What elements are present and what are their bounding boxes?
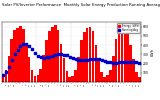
Point xyxy=(13,53,16,55)
Point xyxy=(118,62,120,63)
Bar xyxy=(100,72,103,82)
Bar xyxy=(124,26,126,82)
Point xyxy=(31,48,33,50)
Bar xyxy=(63,58,65,82)
Bar xyxy=(54,25,56,82)
Point xyxy=(68,56,71,58)
Bar xyxy=(60,44,62,82)
Point xyxy=(129,61,132,62)
Bar xyxy=(13,30,16,82)
Bar xyxy=(2,75,4,82)
Bar xyxy=(121,28,123,82)
Legend: Energy (kWh), Running Avg: Energy (kWh), Running Avg xyxy=(117,23,140,32)
Point xyxy=(34,52,36,54)
Point xyxy=(95,58,97,60)
Point xyxy=(8,66,10,68)
Bar xyxy=(31,70,33,82)
Point xyxy=(10,59,13,61)
Bar xyxy=(126,31,129,82)
Bar xyxy=(5,70,7,82)
Point xyxy=(2,74,4,75)
Point xyxy=(57,54,59,55)
Point xyxy=(103,60,106,62)
Bar xyxy=(138,77,141,82)
Bar xyxy=(28,57,30,82)
Point xyxy=(37,55,39,56)
Bar xyxy=(97,59,100,82)
Bar xyxy=(115,39,117,82)
Point xyxy=(112,62,115,63)
Point xyxy=(100,59,103,61)
Point xyxy=(121,61,123,63)
Point xyxy=(77,59,80,61)
Bar xyxy=(95,45,97,82)
Point xyxy=(80,60,83,61)
Bar xyxy=(86,28,88,82)
Bar xyxy=(36,75,39,82)
Bar xyxy=(74,70,77,82)
Bar xyxy=(22,29,25,82)
Point xyxy=(124,61,126,63)
Bar xyxy=(71,76,74,82)
Bar xyxy=(66,71,68,82)
Bar xyxy=(68,77,71,82)
Bar xyxy=(118,32,120,82)
Point xyxy=(89,58,91,60)
Point xyxy=(63,54,65,55)
Bar xyxy=(109,70,112,82)
Point xyxy=(138,62,141,64)
Point xyxy=(66,55,68,56)
Point xyxy=(45,57,48,58)
Bar xyxy=(132,59,135,82)
Point xyxy=(48,56,51,57)
Bar xyxy=(92,31,94,82)
Point xyxy=(42,57,45,58)
Bar xyxy=(83,32,86,82)
Point xyxy=(71,57,74,59)
Point xyxy=(28,45,30,47)
Point xyxy=(22,43,25,45)
Bar xyxy=(16,28,19,82)
Point xyxy=(109,61,112,63)
Bar xyxy=(48,31,51,82)
Text: Solar PV/Inverter Performance  Monthly Solar Energy Production Running Average: Solar PV/Inverter Performance Monthly So… xyxy=(2,3,160,7)
Point xyxy=(40,56,42,58)
Point xyxy=(83,59,86,61)
Bar xyxy=(80,40,83,82)
Point xyxy=(92,58,94,60)
Bar xyxy=(34,76,36,82)
Point xyxy=(97,58,100,60)
Point xyxy=(132,61,135,63)
Bar xyxy=(135,72,138,82)
Bar xyxy=(40,69,42,82)
Point xyxy=(106,61,109,62)
Bar xyxy=(77,57,80,82)
Bar xyxy=(42,55,45,82)
Bar xyxy=(103,77,106,82)
Point xyxy=(19,45,22,47)
Bar xyxy=(8,56,10,82)
Bar xyxy=(89,27,91,82)
Point xyxy=(16,49,19,50)
Bar xyxy=(10,39,13,82)
Point xyxy=(60,53,62,55)
Point xyxy=(51,55,54,57)
Point xyxy=(115,62,117,63)
Point xyxy=(74,59,77,60)
Bar xyxy=(25,43,28,82)
Point xyxy=(135,62,138,63)
Bar xyxy=(45,40,48,82)
Point xyxy=(86,59,88,61)
Point xyxy=(5,72,7,73)
Point xyxy=(54,54,56,56)
Point xyxy=(126,61,129,62)
Bar xyxy=(19,26,22,82)
Bar xyxy=(129,45,132,82)
Point xyxy=(25,43,28,45)
Bar xyxy=(51,27,54,82)
Bar xyxy=(112,56,115,82)
Bar xyxy=(57,30,60,82)
Bar xyxy=(106,75,109,82)
Y-axis label: kWh: kWh xyxy=(150,48,154,56)
